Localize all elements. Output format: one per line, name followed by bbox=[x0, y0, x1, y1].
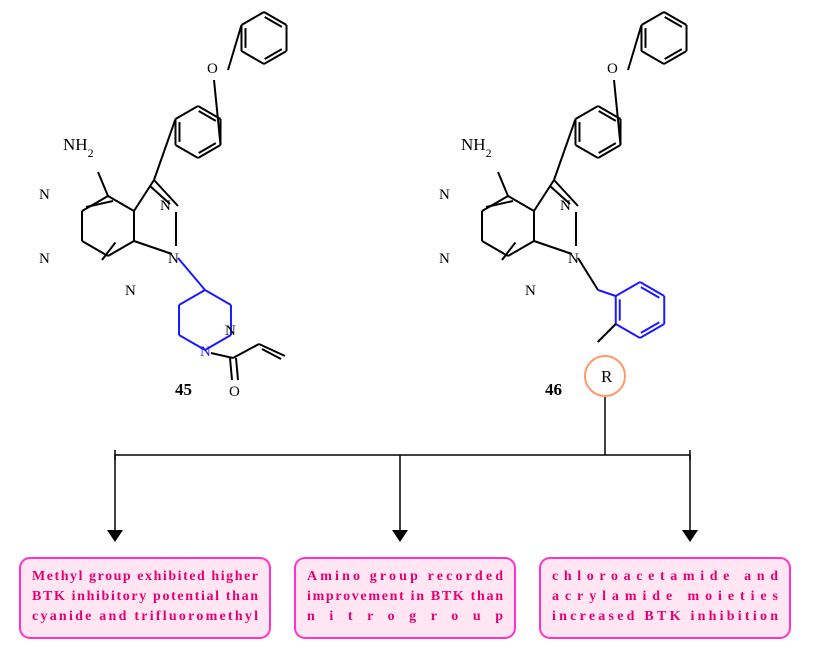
svg-text:N: N bbox=[225, 323, 236, 339]
sar-box-text: Methyl group exhibited higher bbox=[32, 569, 258, 584]
svg-text:N: N bbox=[160, 198, 171, 214]
svg-text:O: O bbox=[229, 384, 240, 400]
svg-text:N: N bbox=[439, 187, 450, 203]
compound-45: NONNNNNNONH245 bbox=[39, 12, 287, 400]
diagram-canvas: NONNNNNNONH245RNNNNNONH246Methyl group e… bbox=[0, 0, 815, 670]
svg-text:O: O bbox=[607, 61, 618, 77]
svg-text:N: N bbox=[560, 198, 571, 214]
svg-text:O: O bbox=[207, 61, 218, 77]
pyrazolopyrimidine-core bbox=[482, 12, 686, 260]
svg-text:N: N bbox=[525, 283, 536, 299]
sar-box-2: chloroacetamide andacrylamide moietiesin… bbox=[540, 558, 790, 638]
svg-text:N: N bbox=[568, 251, 579, 267]
sar-tree bbox=[107, 397, 698, 542]
pyrazolopyrimidine-core bbox=[82, 12, 286, 260]
svg-text:46: 46 bbox=[545, 380, 562, 399]
svg-text:N: N bbox=[439, 251, 450, 267]
svg-text:N: N bbox=[168, 251, 179, 267]
svg-text:NH2: NH2 bbox=[63, 135, 94, 160]
svg-text:N: N bbox=[39, 251, 50, 267]
compound-46: R N N N N N O NH2 46 bbox=[439, 12, 687, 399]
svg-text:N: N bbox=[39, 187, 50, 203]
sar-box-0: Methyl group exhibited higherBTK inhibit… bbox=[20, 558, 270, 638]
svg-text:N: N bbox=[200, 344, 211, 360]
svg-text:N: N bbox=[125, 283, 136, 299]
svg-text:NH2: NH2 bbox=[461, 135, 492, 160]
sar-box-text: improvement in BTK than bbox=[307, 589, 503, 604]
svg-text:R: R bbox=[601, 367, 613, 386]
sar-box-1: Amino group recordedimprovement in BTK t… bbox=[295, 558, 515, 638]
sar-box-text: cyanide and trifluoromethyl bbox=[32, 609, 258, 624]
svg-text:45: 45 bbox=[175, 380, 192, 399]
